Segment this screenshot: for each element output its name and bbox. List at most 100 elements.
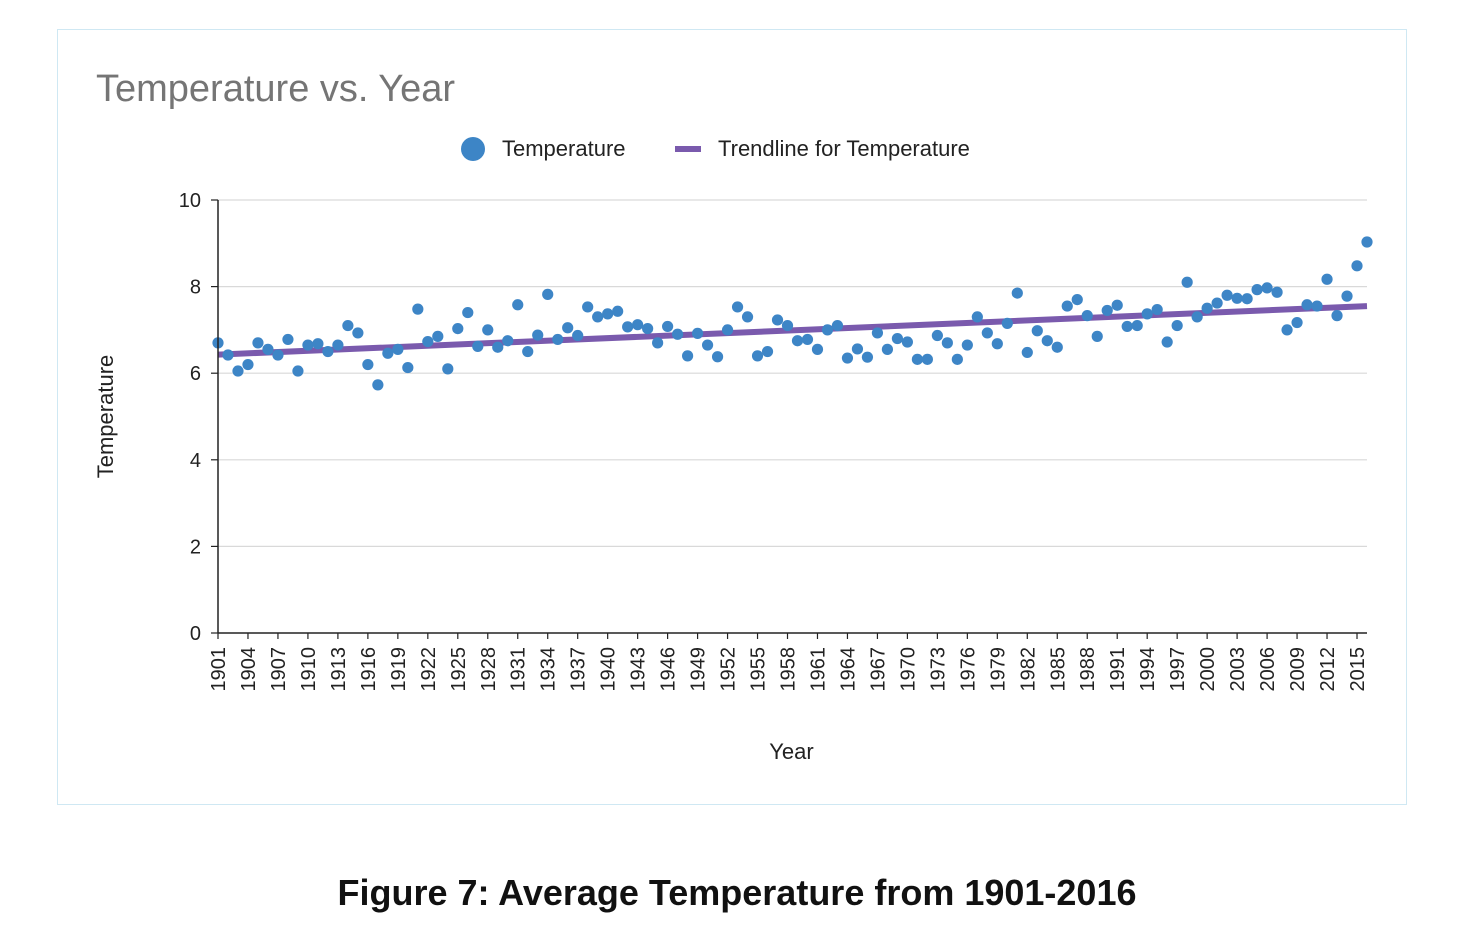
data-point-1927 [472, 340, 484, 352]
data-point-1932 [522, 345, 534, 358]
data-point-1970 [901, 336, 914, 348]
data-point-1988 [1081, 310, 1093, 322]
data-point-1911 [312, 338, 324, 350]
data-point-1902 [222, 349, 234, 361]
data-point-1934 [542, 288, 554, 300]
data-point-1977 [971, 311, 983, 323]
data-point-1957 [771, 314, 784, 326]
data-point-2006 [1261, 282, 1273, 294]
data-point-1947 [672, 328, 684, 340]
data-point-1987 [1071, 293, 1083, 306]
data-point-1924 [442, 363, 454, 375]
y-tick-label: 2 [190, 536, 201, 558]
y-tick-label: 4 [190, 450, 201, 472]
data-point-1995 [1151, 303, 1163, 316]
data-point-1954 [741, 311, 754, 323]
x-tick-label: 1916 [358, 647, 380, 692]
data-point-1951 [711, 351, 724, 363]
x-tick-label: 1958 [778, 647, 800, 692]
y-tick-label: 0 [190, 623, 201, 645]
data-point-1944 [642, 323, 654, 335]
x-tick-label: 1943 [628, 647, 650, 692]
data-point-1935 [552, 333, 564, 346]
data-point-1919 [392, 343, 404, 355]
data-point-1939 [592, 311, 604, 323]
data-point-1912 [322, 345, 334, 358]
data-point-1928 [482, 324, 494, 336]
trendline [217, 303, 1368, 358]
data-point-1953 [731, 301, 744, 313]
x-tick-label: 1919 [388, 647, 410, 692]
data-point-1974 [941, 337, 953, 349]
data-point-1908 [282, 333, 294, 346]
data-point-1950 [701, 339, 714, 351]
x-tick-label: 1904 [238, 647, 260, 692]
data-point-1906 [262, 343, 274, 355]
data-point-1973 [931, 329, 943, 342]
data-point-1963 [831, 319, 844, 332]
data-point-1931 [512, 299, 524, 311]
x-tick-label: 1997 [1167, 647, 1189, 692]
data-point-2002 [1221, 289, 1233, 301]
data-point-1981 [1011, 287, 1023, 299]
data-point-2000 [1201, 302, 1213, 314]
x-axis-title: Year [769, 739, 813, 764]
data-point-1962 [821, 324, 834, 336]
y-axis-ticks: 0 2 4 6 8 10 [179, 190, 218, 645]
data-point-1965 [851, 343, 864, 355]
data-point-1918 [382, 347, 394, 359]
data-point-1994 [1141, 308, 1153, 320]
data-point-1955 [751, 350, 764, 362]
data-point-1905 [252, 337, 264, 349]
data-point-1913 [332, 339, 344, 351]
x-tick-label: 1964 [837, 647, 859, 692]
data-point-1993 [1131, 319, 1143, 332]
legend-label-temperature: Temperature [502, 136, 626, 161]
data-point-1942 [622, 321, 634, 333]
legend-marker-trendline [675, 146, 701, 152]
data-point-1992 [1121, 320, 1133, 333]
x-tick-label: 1940 [598, 647, 620, 692]
x-tick-label: 2015 [1347, 647, 1369, 692]
data-point-1948 [681, 350, 694, 362]
data-point-1959 [791, 335, 804, 347]
x-tick-label: 1985 [1047, 647, 1069, 692]
x-tick-label: 1955 [748, 647, 770, 692]
data-point-1904 [242, 358, 254, 371]
data-point-1984 [1041, 335, 1053, 347]
legend: Temperature Trendline for Temperature [461, 136, 970, 161]
x-tick-label: 1970 [897, 647, 919, 692]
x-tick-label: 2012 [1317, 647, 1339, 692]
data-point-1938 [582, 301, 594, 313]
data-point-2010 [1301, 299, 1313, 311]
data-point-1975 [951, 353, 963, 365]
legend-marker-temperature [461, 137, 485, 161]
data-point-1979 [991, 338, 1003, 350]
data-point-1969 [891, 332, 904, 345]
data-point-1921 [412, 303, 424, 315]
x-tick-label: 1973 [927, 647, 949, 692]
data-point-1980 [1001, 317, 1013, 330]
data-point-1976 [961, 339, 973, 351]
legend-label-trendline: Trendline for Temperature [718, 136, 970, 161]
data-point-1956 [761, 345, 774, 358]
figure-caption: Figure 7: Average Temperature from 1901-… [337, 872, 1137, 913]
data-point-1907 [272, 349, 284, 361]
data-point-2005 [1251, 284, 1263, 296]
x-tick-label: 1946 [658, 647, 680, 692]
data-point-1929 [492, 341, 504, 353]
data-point-1941 [612, 305, 624, 317]
data-point-1996 [1161, 336, 1173, 348]
data-point-2008 [1281, 324, 1293, 336]
data-point-1966 [861, 351, 874, 363]
data-point-1998 [1181, 276, 1193, 288]
x-tick-label: 2006 [1257, 647, 1279, 692]
data-point-1920 [402, 361, 414, 374]
data-point-1971 [911, 353, 923, 365]
data-point-1926 [462, 306, 474, 319]
data-point-2015 [1351, 260, 1363, 272]
y-tick-label: 6 [190, 363, 201, 385]
data-point-1925 [452, 323, 464, 335]
data-point-1945 [652, 337, 664, 349]
data-point-1915 [352, 327, 364, 339]
